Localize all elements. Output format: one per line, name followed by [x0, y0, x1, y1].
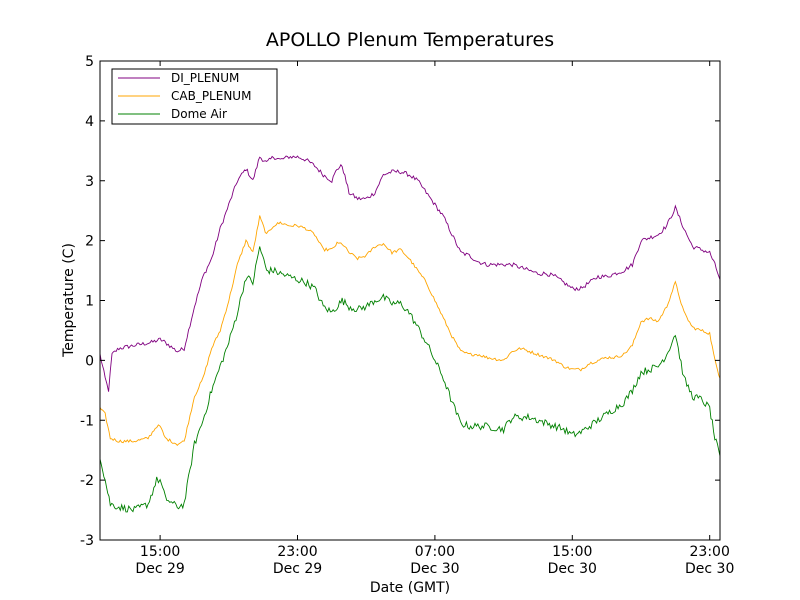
x-tick-label-time: 23:00	[690, 544, 730, 560]
chart-title: APOLLO Plenum Temperatures	[266, 29, 554, 51]
y-tick-label: -3	[80, 533, 94, 549]
series-layer	[99, 155, 721, 513]
y-tick-label: 1	[85, 294, 94, 310]
x-tick-label-time: 23:00	[277, 544, 317, 560]
series-line-dome-air	[99, 246, 721, 513]
legend-label-dome-air: Dome Air	[171, 107, 227, 121]
x-tick-label-date: Dec 30	[410, 561, 459, 577]
y-tick-label: 3	[85, 174, 94, 190]
x-tick-label-date: Dec 29	[273, 561, 322, 577]
y-tick-label: -2	[80, 473, 94, 489]
x-axis-label: Date (GMT)	[370, 580, 450, 596]
series-line-di-plenum	[99, 155, 721, 392]
x-tick-label-time: 15:00	[140, 544, 180, 560]
legend: DI_PLENUM CAB_PLENUM Dome Air	[111, 68, 278, 125]
y-tick-label: 5	[85, 54, 94, 70]
y-tick-label: 4	[85, 114, 94, 130]
legend-label-cab-plenum: CAB_PLENUM	[171, 89, 251, 103]
series-line-cab-plenum	[99, 215, 721, 447]
x-tick-label-time: 15:00	[552, 544, 592, 560]
y-axis-label: Temperature (C)	[61, 243, 77, 358]
y-tick-label: 0	[85, 353, 94, 369]
x-tick-label-date: Dec 29	[135, 561, 184, 577]
y-tick-label: -1	[80, 413, 94, 429]
x-tick-label-date: Dec 30	[685, 561, 734, 577]
y-axis: -3 -2 -1 0 1 2 3 4 5	[80, 54, 720, 549]
x-tick-label-time: 07:00	[415, 544, 455, 560]
legend-label-di-plenum: DI_PLENUM	[171, 71, 239, 85]
y-tick-label: 2	[85, 234, 94, 250]
x-tick-label-date: Dec 30	[548, 561, 597, 577]
